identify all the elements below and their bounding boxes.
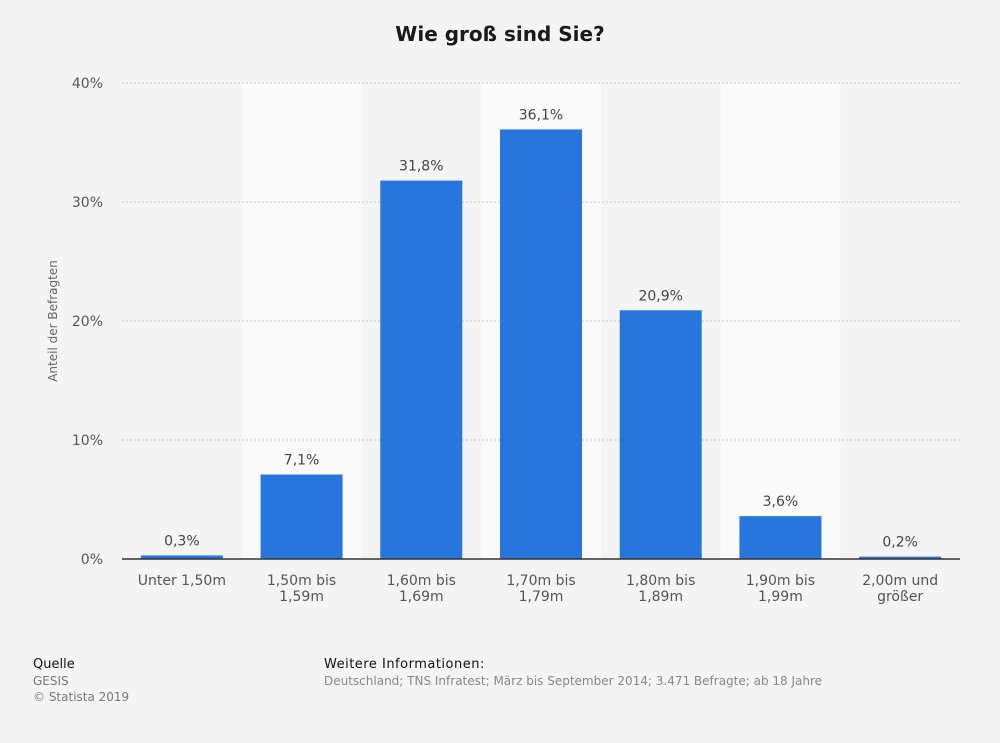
y-axis-label: Anteil der Befragten <box>46 260 60 382</box>
y-tick-label: 40% <box>72 76 103 92</box>
x-category-label: Unter 1,50m <box>138 573 226 589</box>
bar <box>859 556 942 559</box>
bar <box>140 555 223 559</box>
bar <box>260 474 343 559</box>
bar-value-label: 0,3% <box>164 533 200 549</box>
y-tick-label: 30% <box>72 195 103 211</box>
bar <box>380 180 463 559</box>
bar <box>739 516 822 559</box>
source-heading: Quelle <box>33 657 75 672</box>
bar-value-label: 36,1% <box>519 107 563 123</box>
y-tick-label: 20% <box>72 314 103 330</box>
y-tick-label: 10% <box>72 433 103 449</box>
copyright: © Statista 2019 <box>33 690 130 704</box>
bar-value-label: 0,2% <box>882 535 918 551</box>
chart-title: Wie groß sind Sie? <box>395 22 605 46</box>
x-category-label: 2,00m und größer <box>862 573 938 605</box>
info-heading: Weitere Informationen: <box>324 657 485 672</box>
column-band <box>720 83 841 559</box>
bar <box>619 310 702 559</box>
info-text: Deutschland; TNS Infratest; März bis Sep… <box>324 674 823 688</box>
x-category-label: 1,70m bis 1,79m <box>506 573 575 605</box>
bar <box>500 129 582 559</box>
x-category-label: 1,60m bis 1,69m <box>387 573 456 605</box>
source-block: Quelle GESIS © Statista 2019 <box>33 657 129 705</box>
x-category-label: 1,50m bis 1,59m <box>267 573 336 605</box>
info-block: Weitere Informationen: Deutschland; TNS … <box>324 657 822 689</box>
bar-value-label: 20,9% <box>638 288 682 304</box>
y-tick-label: 0% <box>81 552 103 568</box>
bar-value-label: 7,1% <box>284 453 320 469</box>
bar-value-label: 3,6% <box>763 494 799 510</box>
x-category-label: 1,80m bis 1,89m <box>626 573 695 605</box>
source-name: GESIS <box>33 674 69 688</box>
x-category-label: 1,90m bis 1,99m <box>746 573 815 605</box>
bar-value-label: 31,8% <box>399 159 443 175</box>
